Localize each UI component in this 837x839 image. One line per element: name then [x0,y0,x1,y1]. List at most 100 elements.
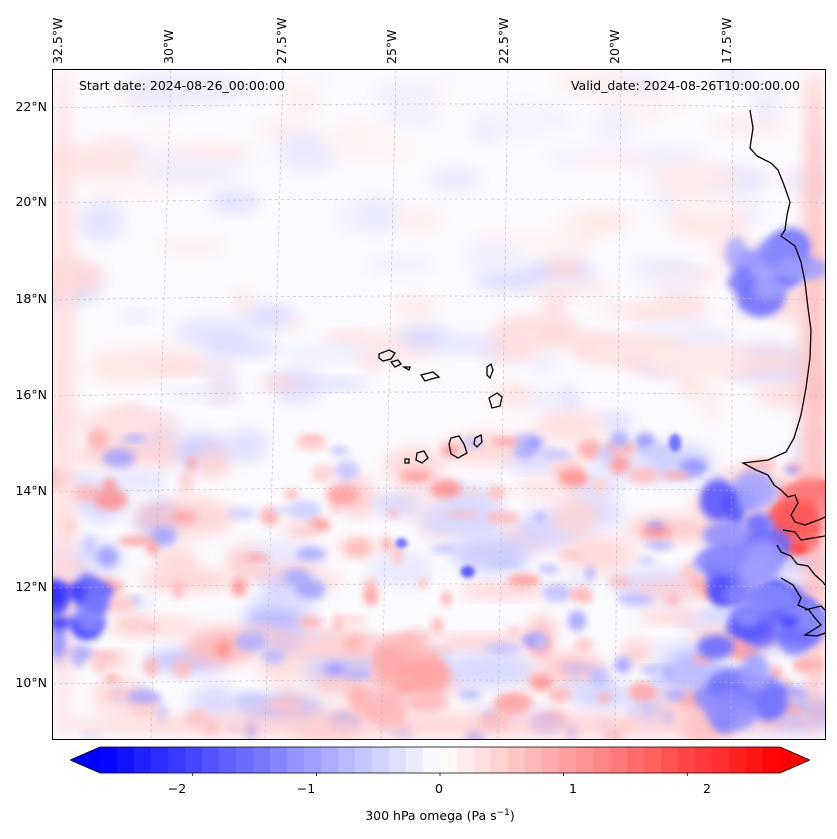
omega-blob [638,444,673,458]
colorbar-segment [202,747,220,773]
omega-blob [552,70,634,97]
colorbar-segment [355,747,373,773]
omega-blob [386,70,470,77]
omega-blob [282,344,377,363]
colorbar-segment [406,747,424,773]
omega-blob [280,80,324,121]
omega-blob [697,380,726,422]
island-boa-vista [488,392,503,409]
colorbar-segment [576,747,594,773]
omega-blob [296,546,327,561]
omega-blob [53,584,65,606]
omega-blob [310,464,336,484]
omega-blob [697,634,735,660]
colorbar-tick-label: 1 [569,781,577,796]
omega-blob [669,433,681,452]
omega-blob [150,431,177,471]
omega-blob [596,444,615,463]
omega-blob [232,692,265,712]
omega-blob [648,664,666,687]
omega-blob [189,684,240,721]
omega-blob [90,653,116,659]
omega-blob [534,632,547,651]
omega-blob [551,496,600,536]
omega-blob [290,630,386,664]
omega-blob [685,195,743,216]
omega-blob [216,639,231,659]
colorbar-segment [746,747,764,773]
omega-blob [777,615,799,628]
omega-blob [700,544,749,567]
omega-blob [637,611,704,623]
omega-blob [460,242,527,273]
valid-date-label: Valid_date: 2024-08-26T10:00:00.00 [570,78,800,93]
omega-blob [104,674,121,682]
omega-blob [640,273,703,291]
omega-blob [362,693,407,726]
omega-blob [490,381,535,410]
colorbar-segment [389,747,407,773]
colorbar-segment [423,747,441,773]
colorbar-label: 300 hPa omega (Pa s−1) [0,808,837,823]
omega-blob [330,447,349,455]
omega-blob [680,459,707,476]
lon-label: 27.5°W [274,17,289,64]
omega-blob [171,510,198,524]
omega-blob [741,540,784,577]
colorbar-label-text: 300 hPa omega (Pa s [365,808,497,824]
omega-blob [567,610,587,632]
omega-blob [53,713,825,737]
colorbar-outline [70,746,810,774]
lon-label: 25°W [384,29,399,64]
omega-blob [81,731,100,738]
map-panel[interactable] [52,69,826,740]
colorbar-segment [185,747,203,773]
omega-blob [451,534,531,573]
colorbar-segment [491,747,509,773]
omega-blob [271,506,307,515]
omega-blob [713,70,756,87]
omega-blob [225,428,269,463]
colorbar-segment [372,747,390,773]
omega-blob [512,444,537,459]
omega-blob [731,470,776,511]
omega-blob [403,692,449,713]
omega-blob [523,351,560,374]
omega-blob [372,647,407,677]
omega-blob [426,166,484,193]
omega-blob [431,335,502,354]
omega-blob [743,512,773,534]
omega-blob [305,70,334,83]
gambia-coastline [782,529,825,541]
omega-blob [142,120,173,157]
lon-label: 30°W [161,29,176,64]
omega-blob [661,471,691,480]
lon-label: 17.5°W [719,17,734,64]
omega-blob [649,161,743,196]
island-brava [404,458,410,464]
omega-blob [666,595,680,606]
omega-blob [154,546,200,581]
omega-blob [597,691,612,704]
sierra-leone-coastline [804,605,825,611]
omega-blob [178,470,195,492]
omega-blob [538,564,559,574]
omega-blob [370,494,421,515]
omega-blob [474,267,544,291]
colorbar-segment [474,747,492,773]
omega-blob [53,624,67,658]
africa-coastline [740,109,825,526]
omega-blob [93,655,107,674]
omega-blob [543,294,566,320]
omega-blob [769,665,783,681]
omega-blob [326,484,359,505]
lat-label: 22°N [15,99,47,114]
colorbar-extend-max [780,747,810,773]
colorbar-segment [525,747,543,773]
omega-blob [53,616,71,630]
omega-blob [171,659,193,678]
omega-blob [229,290,255,311]
omega-blob [774,629,814,643]
colorbar-segment [151,747,169,773]
island-santiago [448,435,468,459]
